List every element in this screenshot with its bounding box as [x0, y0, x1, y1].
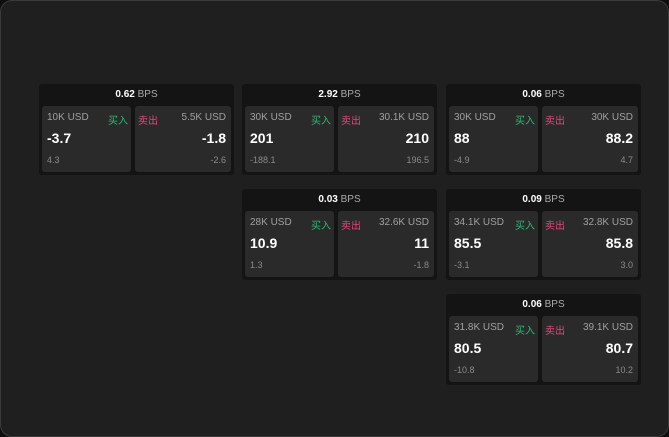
sell-button[interactable]: 卖出 30.1K USD 210 196.5: [338, 106, 434, 172]
spread-value: 0.06: [522, 89, 542, 100]
bid-price: 10.9: [250, 235, 278, 251]
ask-size: 32.8K USD: [582, 217, 633, 228]
spread-unit: BPS: [544, 299, 565, 310]
bid-price: 80.5: [454, 340, 482, 356]
sell-label: 卖出: [545, 326, 565, 337]
ask-change: 3.0: [620, 260, 633, 270]
spread-header: 0.62 BPS: [39, 84, 234, 106]
buy-button[interactable]: 30K USD 买入 88 -4.9: [449, 106, 538, 172]
sell-button[interactable]: 卖出 30K USD 88.2 4.7: [542, 106, 638, 172]
ask-change: 196.5: [406, 155, 429, 165]
bid-change: 4.3: [47, 155, 60, 165]
sell-label: 卖出: [545, 116, 565, 127]
ask-price: -1.8: [201, 130, 226, 146]
sell-label: 卖出: [138, 116, 158, 127]
ask-size: 30.1K USD: [378, 112, 429, 123]
spread-value: 0.09: [522, 194, 542, 205]
spread-unit: BPS: [340, 194, 361, 205]
ask-price: 210: [405, 130, 429, 146]
sell-label: 卖出: [545, 221, 565, 232]
bid-size: 30K USD: [454, 112, 496, 123]
bid-price: -3.7: [47, 130, 72, 146]
quote-card: 0.09 BPS 34.1K USD 买入 85.5 -3.1 卖出 32.8K…: [446, 189, 641, 280]
sell-label: 卖出: [341, 116, 361, 127]
ask-price: 80.7: [605, 340, 633, 356]
bid-change: -188.1: [250, 155, 276, 165]
spread-unit: BPS: [340, 89, 361, 100]
spread-value: 0.06: [522, 299, 542, 310]
buy-label: 买入: [311, 116, 331, 127]
ask-size: 5.5K USD: [181, 112, 226, 123]
bid-price: 201: [250, 130, 274, 146]
quote-card: 2.92 BPS 30K USD 买入 201 -188.1 卖出 30.1K …: [242, 84, 437, 175]
ask-price: 11: [414, 235, 429, 251]
spread-value: 0.03: [318, 194, 338, 205]
sell-button[interactable]: 卖出 5.5K USD -1.8 -2.6: [135, 106, 231, 172]
buy-button[interactable]: 30K USD 买入 201 -188.1: [245, 106, 334, 172]
spread-value: 2.92: [318, 89, 338, 100]
buy-label: 买入: [515, 116, 535, 127]
ask-change: -1.8: [413, 260, 429, 270]
spread-header: 0.06 BPS: [446, 294, 641, 316]
quote-card: 0.06 BPS 30K USD 买入 88 -4.9 卖出 30K USD 8…: [446, 84, 641, 175]
bid-size: 30K USD: [250, 112, 292, 123]
spread-header: 2.92 BPS: [242, 84, 437, 106]
ask-change: 10.2: [615, 365, 633, 375]
buy-label: 买入: [311, 221, 331, 232]
buy-button[interactable]: 10K USD 买入 -3.7 4.3: [42, 106, 131, 172]
spread-unit: BPS: [137, 89, 158, 100]
quote-card: 0.06 BPS 31.8K USD 买入 80.5 -10.8 卖出 39.1…: [446, 294, 641, 385]
buy-label: 买入: [108, 116, 128, 127]
quote-card: 0.62 BPS 10K USD 买入 -3.7 4.3 卖出 5.5K USD…: [39, 84, 234, 175]
buy-button[interactable]: 31.8K USD 买入 80.5 -10.8: [449, 316, 538, 382]
sell-button[interactable]: 卖出 39.1K USD 80.7 10.2: [542, 316, 638, 382]
ask-price: 88.2: [605, 130, 633, 146]
bid-size: 10K USD: [47, 112, 89, 123]
buy-button[interactable]: 34.1K USD 买入 85.5 -3.1: [449, 211, 538, 277]
ask-size: 32.6K USD: [378, 217, 429, 228]
bid-change: -10.8: [454, 365, 475, 375]
quote-card: 0.03 BPS 28K USD 买入 10.9 1.3 卖出 32.6K US…: [242, 189, 437, 280]
bid-change: -3.1: [454, 260, 470, 270]
spread-value: 0.62: [115, 89, 135, 100]
bid-change: -4.9: [454, 155, 470, 165]
sell-button[interactable]: 卖出 32.6K USD 11 -1.8: [338, 211, 434, 277]
buy-label: 买入: [515, 221, 535, 232]
spread-header: 0.03 BPS: [242, 189, 437, 211]
ask-price: 85.8: [605, 235, 633, 251]
spread-unit: BPS: [544, 89, 565, 100]
bid-size: 28K USD: [250, 217, 292, 228]
bid-change: 1.3: [250, 260, 263, 270]
bid-size: 31.8K USD: [454, 322, 505, 333]
spread-unit: BPS: [544, 194, 565, 205]
ask-change: -2.6: [210, 155, 226, 165]
sell-label: 卖出: [341, 221, 361, 232]
spread-header: 0.09 BPS: [446, 189, 641, 211]
buy-label: 买入: [515, 326, 535, 337]
sell-button[interactable]: 卖出 32.8K USD 85.8 3.0: [542, 211, 638, 277]
bid-price: 88: [454, 130, 470, 146]
buy-button[interactable]: 28K USD 买入 10.9 1.3: [245, 211, 334, 277]
spread-header: 0.06 BPS: [446, 84, 641, 106]
bid-price: 85.5: [454, 235, 482, 251]
ask-size: 39.1K USD: [582, 322, 633, 333]
ask-size: 30K USD: [591, 112, 633, 123]
bid-size: 34.1K USD: [454, 217, 505, 228]
ask-change: 4.7: [620, 155, 633, 165]
